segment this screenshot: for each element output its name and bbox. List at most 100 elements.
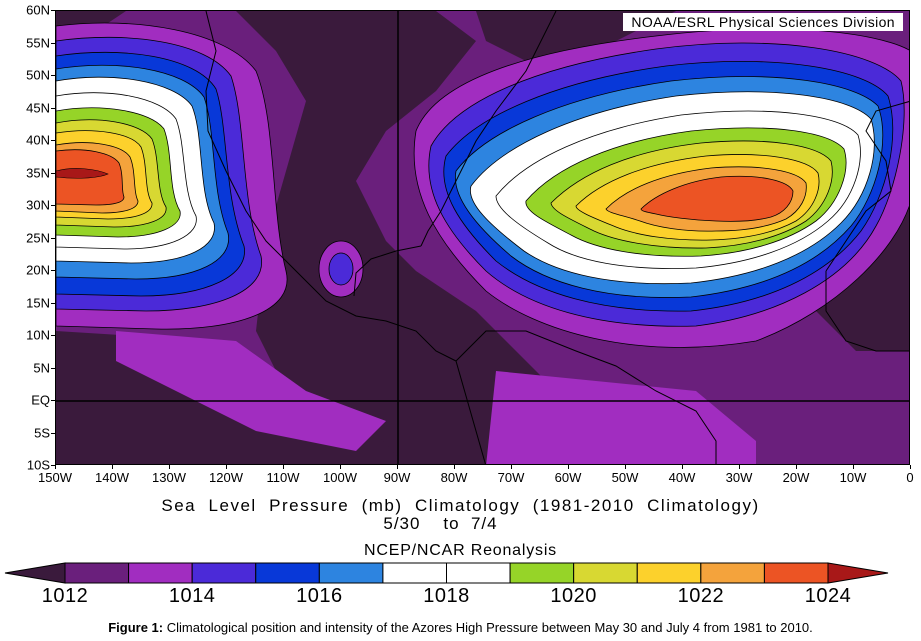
lat-label: EQ	[31, 392, 50, 408]
colorbar-label: 1018	[423, 585, 470, 607]
colorbar-bin	[382, 562, 447, 584]
low-north-america	[236, 11, 576, 464]
lat-label: 50N	[26, 67, 50, 83]
colorbar-low-extend	[4, 562, 66, 584]
lat-label: 55N	[26, 35, 50, 50]
lat-tick	[51, 237, 55, 239]
lat-label: 30N	[26, 197, 50, 213]
lon-label: 110W	[266, 470, 300, 485]
lat-tick	[51, 107, 55, 109]
lon-tick	[682, 465, 683, 469]
lat-label: 10N	[26, 327, 50, 343]
caption-label: Figure 1:	[108, 620, 164, 635]
gulf-local-high-inner	[328, 252, 354, 286]
colorbar	[4, 562, 889, 584]
colorbar-bin	[509, 562, 575, 584]
lat-label: 25N	[26, 230, 50, 245]
lon-label: 100W	[323, 470, 357, 485]
lat-tick	[51, 335, 55, 336]
lat-tick	[51, 432, 55, 434]
lon-label: 140W	[95, 470, 129, 485]
lat-tick	[51, 10, 55, 11]
colorbar-bin	[763, 562, 829, 584]
credit-label: NOAA/ESRL Physical Sciences Division	[623, 13, 903, 31]
pressure-map	[56, 11, 909, 464]
colorbar-bin	[573, 562, 638, 584]
lon-label: 70W	[497, 470, 525, 485]
lon-tick	[454, 465, 455, 469]
lat-label: 20N	[26, 262, 50, 278]
colorbar-bin	[255, 562, 320, 584]
lon-label: 10W	[839, 470, 867, 485]
colorbar-bin	[191, 562, 257, 584]
africa-coast	[825, 271, 909, 352]
low-eastern-pacific	[116, 331, 386, 451]
date-range: 5/30 to 7/4	[383, 514, 498, 533]
lat-tick	[51, 270, 55, 271]
lat-tick	[51, 302, 55, 304]
lon-label: 120W	[209, 470, 243, 485]
colorbar-label: 1024	[804, 585, 852, 607]
data-source: NCEP/NCAR Reonalysis	[364, 542, 557, 559]
colorbar-bin	[318, 562, 384, 584]
lat-label: 5S	[34, 425, 50, 440]
map-title: Sea Level Pressure (mb) Climatology (198…	[161, 496, 760, 515]
colorbar-label: 1012	[41, 585, 89, 607]
colorbar-bin	[636, 562, 702, 584]
lon-label: 90W	[383, 470, 411, 485]
lat-label: 35N	[26, 165, 50, 180]
lon-label: 50W	[611, 470, 639, 485]
lon-tick	[226, 465, 227, 469]
lon-tick	[910, 465, 911, 469]
lat-tick	[51, 75, 55, 76]
lat-label: 60N	[26, 2, 50, 18]
lon-label: 80W	[440, 470, 468, 485]
lat-label: 45N	[26, 100, 50, 115]
lat-label: 5N	[33, 360, 50, 375]
lon-label: 130W	[152, 470, 186, 485]
lat-tick	[51, 367, 55, 369]
lon-tick	[169, 465, 170, 469]
lat-tick	[51, 140, 55, 141]
lon-label: 40W	[668, 470, 696, 485]
colorbar-high-extend	[827, 562, 889, 584]
azores-high	[413, 28, 909, 348]
lon-tick	[112, 465, 113, 469]
colorbar-label: 1022	[677, 585, 725, 607]
colorbar-bin	[446, 562, 511, 584]
gulf-coast	[353, 245, 422, 297]
lon-tick	[625, 465, 626, 469]
lon-label: 150W	[38, 470, 72, 485]
low-south-atlantic	[486, 371, 756, 464]
north-america-west-coast	[205, 11, 457, 362]
coastlines	[205, 11, 909, 464]
lon-tick	[283, 465, 284, 469]
lat-tick	[51, 400, 55, 401]
lon-label: 0	[906, 470, 914, 485]
europe-coast	[825, 101, 909, 272]
lon-tick	[340, 465, 341, 469]
azores-contour-1024	[640, 175, 794, 222]
lon-tick	[796, 465, 797, 469]
map-panel: NOAA/ESRL Physical Sciences Division	[55, 10, 910, 465]
lon-label: 20W	[782, 470, 810, 485]
colorbar-bin	[64, 562, 130, 584]
north-america-east-coast	[420, 11, 557, 247]
lon-tick	[853, 465, 854, 469]
south-america-coast	[455, 330, 717, 464]
lon-tick	[397, 465, 398, 469]
pacific-contour-1025	[56, 168, 109, 179]
caption-text: Climatological position and intensity of…	[163, 620, 813, 635]
colorbar-label: 1016	[296, 585, 343, 607]
lat-label: 15N	[26, 295, 50, 310]
lat-tick	[51, 42, 55, 44]
lon-label: 30W	[725, 470, 753, 485]
lon-tick	[511, 465, 512, 469]
lat-tick	[51, 205, 55, 206]
lon-label: 60W	[554, 470, 582, 485]
lon-tick	[568, 465, 569, 469]
figure-caption: Figure 1: Climatological position and in…	[0, 620, 921, 635]
colorbar-bin	[700, 562, 765, 584]
colorbar-label: 1014	[168, 585, 216, 607]
lat-label: 10S	[26, 457, 50, 473]
